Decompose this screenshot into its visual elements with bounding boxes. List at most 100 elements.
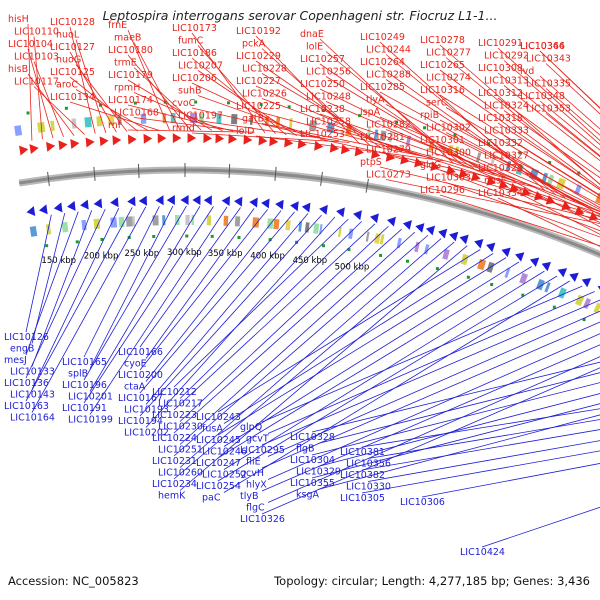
forward-label-leader — [133, 92, 223, 132]
forward-gene-label: ptpS — [360, 157, 382, 168]
forward-gene-label: LIC10206 — [172, 73, 217, 84]
reverse-gene-label: LIC10223 — [152, 410, 197, 421]
reverse-gene-label: hlyX — [246, 480, 267, 491]
forward-gene-arrow — [46, 141, 56, 152]
forward-label-leader — [33, 86, 85, 135]
forward-label-leader — [319, 113, 515, 181]
forward-gene-label: LIC10256 — [306, 67, 351, 78]
reverse-gene-label: LIC10143 — [10, 390, 55, 401]
forward-label-leader — [497, 122, 600, 190]
tick-mark — [320, 171, 323, 186]
forward-gene-label: LIC10318 — [478, 113, 523, 124]
forward-gene-label: rpiB — [420, 110, 439, 121]
reverse-label-leader — [145, 210, 282, 382]
cog-block-inner — [379, 234, 385, 245]
tick-mark — [274, 166, 277, 181]
forward-label-leader — [325, 101, 505, 178]
reverse-gene-label: hemK — [158, 491, 186, 502]
forward-label-leader — [497, 147, 600, 209]
forward-gene-label: LIC10264 — [360, 57, 405, 68]
reverse-label-leader — [173, 228, 402, 434]
forward-gene-label: LIC10104 — [8, 39, 53, 50]
reverse-label-leader — [367, 440, 600, 482]
marker-dot-inner — [321, 244, 325, 248]
forward-gene-label: fumC — [178, 36, 204, 47]
forward-gene-label: LIC10110 — [14, 27, 59, 38]
reverse-gene-label: gcvT — [246, 434, 269, 445]
forward-gene-label: LIC10312 — [478, 88, 523, 99]
marker-dot-outer — [259, 103, 263, 107]
reverse-label-leader — [179, 231, 416, 445]
forward-label-leader — [445, 157, 600, 223]
forward-gene-label: LIC10324 — [484, 101, 529, 112]
forward-gene-label: LIC10265 — [420, 60, 465, 71]
reverse-label-leader — [361, 450, 600, 494]
cog-block-inner — [29, 226, 38, 237]
forward-gene-label: LIC10192 — [236, 26, 281, 37]
reverse-gene-arrow — [529, 257, 540, 267]
reverse-gene-label: LIC10355 — [290, 478, 335, 489]
forward-label-leader — [319, 138, 536, 188]
forward-gene-arrow — [99, 136, 109, 147]
reverse-gene-arrow — [38, 204, 48, 215]
forward-gene-label: gatB — [242, 114, 264, 125]
forward-label-leader — [439, 144, 600, 218]
reverse-gene-label: LIC10247 — [196, 458, 241, 469]
reverse-gene-label: flgC — [246, 503, 265, 514]
reverse-gene-arrow — [557, 268, 568, 278]
reverse-gene-arrow — [301, 202, 311, 213]
forward-gene-arrow — [19, 145, 29, 156]
marker-dot-outer — [548, 161, 552, 165]
forward-gene-arrow — [157, 133, 167, 144]
reverse-gene-label: LIC10136 — [4, 378, 49, 389]
forward-gene-label: LIC10168 — [114, 108, 159, 119]
reverse-label-leader — [139, 207, 241, 348]
reverse-label-leader — [145, 208, 255, 359]
marker-dot-outer — [395, 120, 399, 124]
forward-label-leader — [127, 129, 255, 133]
reverse-label-leader — [367, 419, 600, 459]
forward-gene-label: LIC10257 — [300, 54, 345, 65]
reverse-gene-arrow — [53, 202, 63, 213]
forward-label-leader — [503, 85, 600, 162]
reverse-gene-arrow — [110, 197, 119, 208]
forward-gene-label: LIC10292 — [484, 51, 529, 62]
forward-gene-label: maeB — [114, 33, 141, 44]
reverse-gene-label: LIC10166 — [118, 347, 163, 358]
reverse-label-leader — [267, 356, 600, 503]
reverse-label-leader — [31, 206, 147, 413]
reverse-gene-label: LIC10196 — [62, 380, 107, 391]
reverse-gene-arrow — [127, 196, 136, 207]
marker-dot-inner — [210, 234, 214, 238]
forward-gene-label: LIC10277 — [426, 48, 471, 59]
cog-block-inner — [477, 258, 487, 271]
backbone-ring-core — [18, 168, 600, 257]
reverse-label-leader — [89, 205, 201, 392]
marker-dot-inner — [237, 235, 241, 239]
forward-label-leader — [191, 57, 287, 135]
reverse-label-leader — [145, 216, 336, 428]
reverse-gene-label: LIC10231 — [152, 456, 197, 467]
forward-gene-label: LIC10364 — [520, 41, 565, 52]
reverse-gene-arrow — [386, 216, 396, 227]
cog-block-inner — [93, 218, 101, 230]
reverse-gene-label: LIC10330 — [346, 482, 391, 493]
forward-label-leader — [439, 119, 600, 206]
reverse-label-leader — [179, 221, 362, 399]
marker-dot-outer — [64, 106, 68, 110]
reverse-gene-label: LIC10193 — [124, 405, 169, 416]
reverse-label-leader — [179, 238, 442, 468]
forward-label-leader — [261, 123, 433, 159]
marker-dot-outer — [26, 111, 30, 115]
cog-block-inner — [313, 223, 320, 234]
reverse-label-leader — [317, 393, 600, 467]
cog-block-outer — [453, 146, 460, 157]
reverse-gene-arrow — [234, 196, 243, 207]
reverse-gene-arrow — [402, 220, 412, 230]
forward-gene-label: LIC10335 — [526, 79, 571, 90]
forward-gene-arrow — [187, 133, 197, 144]
forward-label-leader — [545, 113, 600, 158]
reverse-label-leader — [217, 275, 558, 482]
marker-dot-inner — [405, 259, 409, 263]
